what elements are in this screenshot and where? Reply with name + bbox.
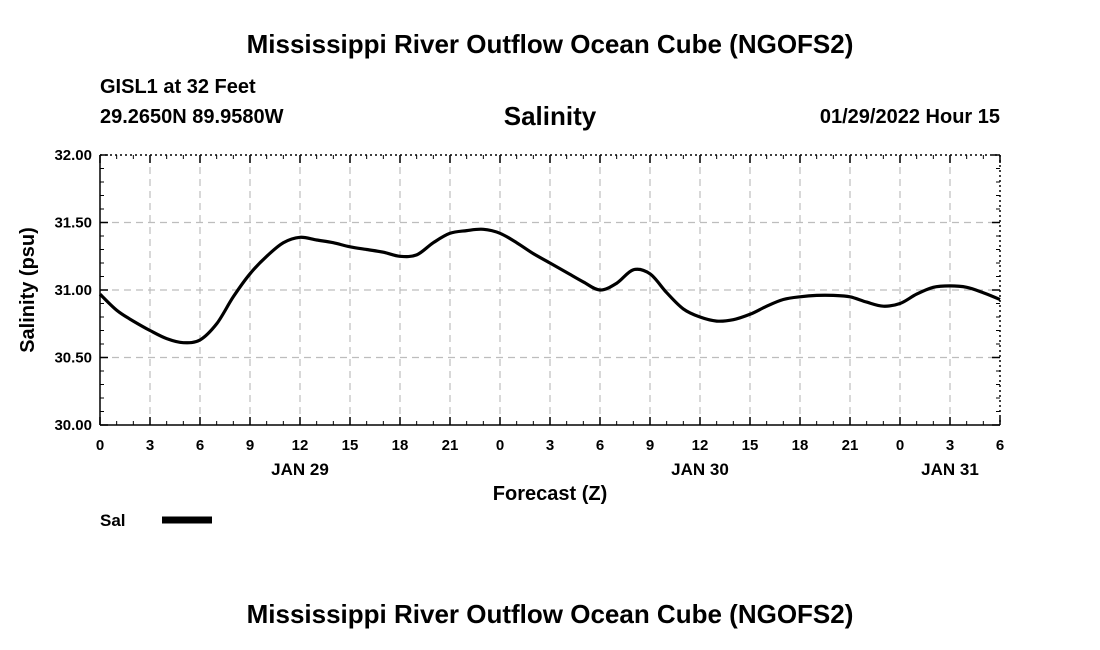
- x-tick-label: 15: [742, 437, 759, 454]
- x-tick-label: 6: [996, 437, 1004, 454]
- series-line-sal: [98, 227, 1001, 345]
- x-tick-label: 12: [692, 437, 709, 454]
- station-coordinates: 29.2650N 89.9580W: [100, 106, 284, 128]
- station-label: GISL1 at 32 Feet: [100, 76, 256, 98]
- date-label: JAN 31: [921, 460, 979, 479]
- y-axis-label: Salinity (psu): [17, 227, 39, 353]
- x-tick-label: 3: [146, 437, 154, 454]
- chart-subtitle: Salinity: [503, 101, 597, 131]
- x-tick-label: 9: [646, 437, 654, 454]
- grid-lines: [100, 155, 1000, 425]
- tick-labels: 0 3 6 9 12 15 18 21 0 3 6 9 12 15 18 21 0 3 6 30.00 30.50 31.…: [54, 147, 1004, 479]
- x-tick-label: 18: [792, 437, 809, 454]
- x-tick-label: 12: [292, 437, 309, 454]
- series-layer: [98, 227, 1001, 345]
- x-tick-label: 15: [342, 437, 359, 454]
- x-tick-label: 21: [842, 437, 859, 454]
- footer-title: Mississippi River Outflow Ocean Cube (NG…: [246, 599, 854, 629]
- x-tick-label: 6: [196, 437, 204, 454]
- x-tick-label: 9: [246, 437, 254, 454]
- x-tick-label: 18: [392, 437, 409, 454]
- y-tick-label: 31.50: [54, 215, 92, 232]
- x-tick-label: 0: [896, 437, 904, 454]
- date-label: JAN 30: [671, 460, 729, 479]
- x-tick-label: 0: [96, 437, 104, 454]
- forecast-datetime: 01/29/2022 Hour 15: [819, 106, 1000, 128]
- y-tick-label: 31.00: [54, 282, 92, 299]
- x-tick-label: 21: [442, 437, 459, 454]
- y-tick-label: 32.00: [54, 147, 92, 164]
- axes: [99, 154, 1001, 426]
- date-label: JAN 29: [271, 460, 329, 479]
- y-tick-label: 30.00: [54, 417, 92, 434]
- x-tick-label: 6: [596, 437, 604, 454]
- x-axis-label: Forecast (Z): [493, 483, 607, 505]
- y-tick-label: 30.50: [54, 350, 92, 367]
- chart-title: Mississippi River Outflow Ocean Cube (NG…: [246, 29, 854, 59]
- x-tick-label: 3: [546, 437, 554, 454]
- legend-label: Sal: [100, 511, 126, 530]
- x-tick-label: 3: [946, 437, 954, 454]
- x-tick-label: 0: [496, 437, 504, 454]
